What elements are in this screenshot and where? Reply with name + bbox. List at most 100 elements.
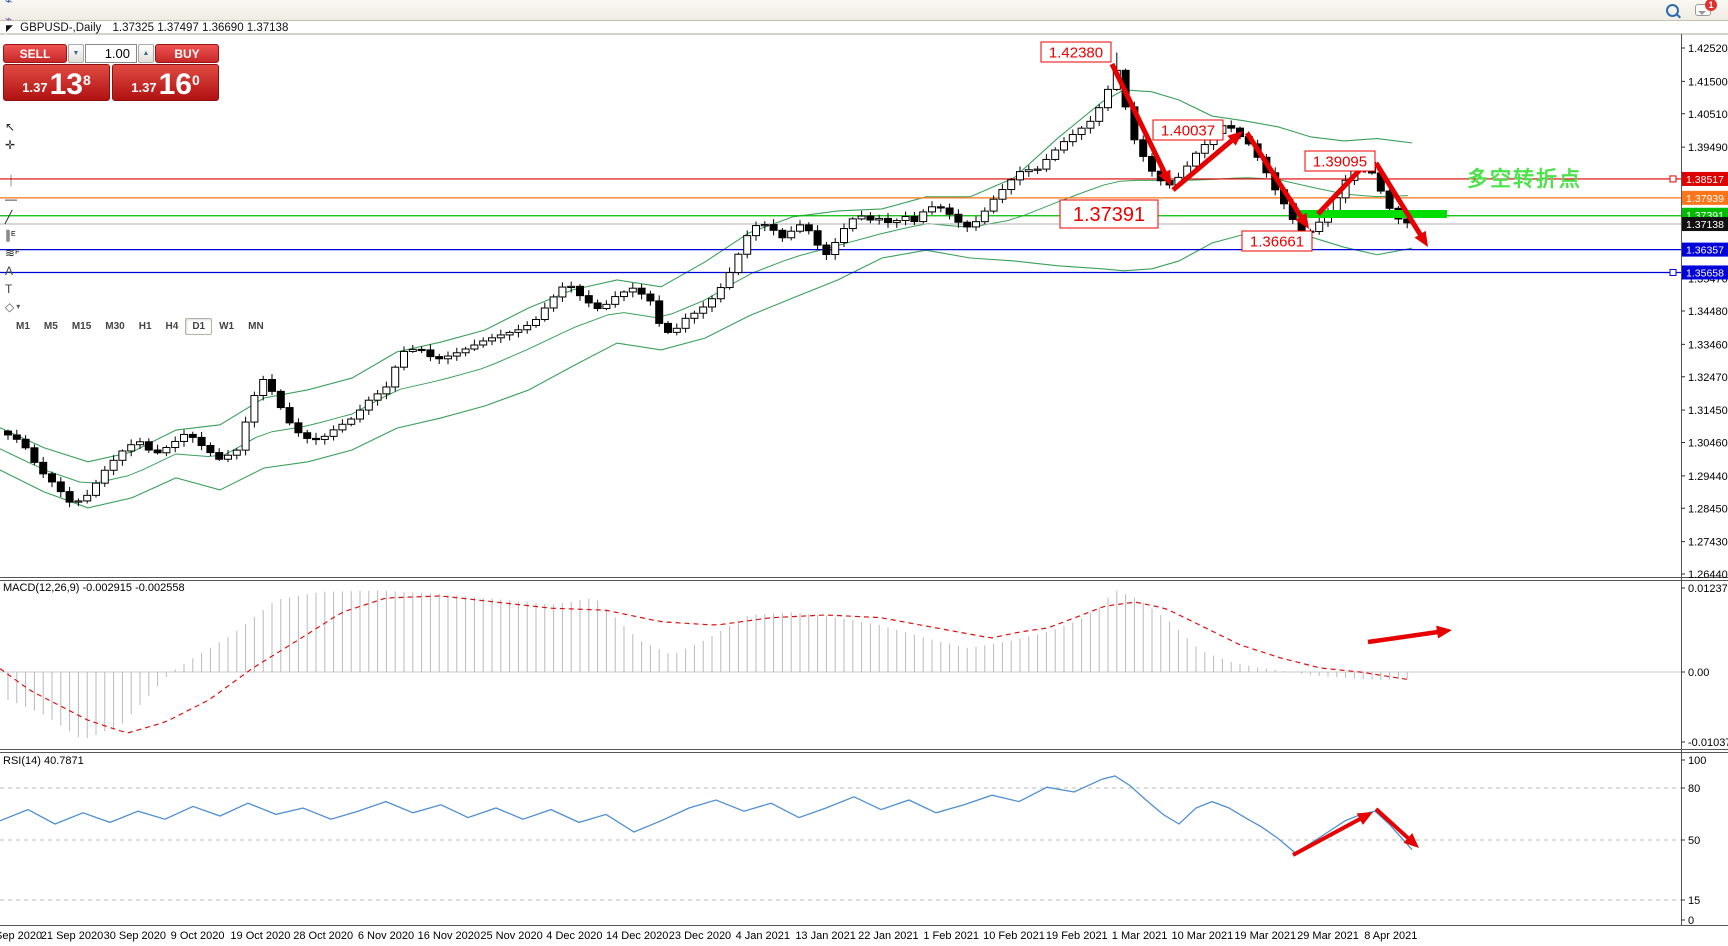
fibonacci-tool-icon[interactable]: ≋ F bbox=[5, 246, 20, 260]
svg-text:10 Mar 2021: 10 Mar 2021 bbox=[1172, 930, 1234, 942]
channel-tool-icon[interactable]: ∥ E bbox=[5, 228, 16, 242]
volume-input[interactable]: 1.00 bbox=[85, 44, 137, 63]
rsi-panel bbox=[0, 775, 1681, 901]
svg-text:1.28450: 1.28450 bbox=[1688, 503, 1728, 515]
volume-decrease-button[interactable]: ▼ bbox=[68, 44, 84, 63]
svg-text:1.26440: 1.26440 bbox=[1688, 569, 1728, 581]
macd-label: MACD(12,26,9) -0.002915 -0.002558 bbox=[3, 582, 185, 594]
text-tool-icon[interactable]: A bbox=[5, 264, 14, 278]
vline-tool-icon[interactable]: ｜ bbox=[5, 174, 18, 188]
svg-text:1.42380: 1.42380 bbox=[1049, 44, 1103, 61]
sell-price-small: 1.37 bbox=[22, 80, 48, 95]
chart-title: ◤ GBPUSD-,Daily 1.37325 1.37497 1.36690 … bbox=[6, 22, 288, 34]
svg-text:8 Apr 2021: 8 Apr 2021 bbox=[1364, 930, 1417, 942]
svg-text:RSI(14) 40.7871: RSI(14) 40.7871 bbox=[3, 755, 84, 767]
svg-text:1.30460: 1.30460 bbox=[1688, 438, 1728, 450]
cursor-icon[interactable]: ↖ bbox=[5, 120, 16, 134]
one-click-trading-panel: SELL ▼ 1.00 ▲ BUY 1.37 13 8 1.37 16 0 bbox=[3, 44, 219, 101]
svg-text:1.36661: 1.36661 bbox=[1250, 233, 1304, 250]
svg-text:4 Dec 2020: 4 Dec 2020 bbox=[546, 930, 602, 942]
timeframe-m30[interactable]: M30 bbox=[105, 321, 125, 332]
trend-arrows[interactable] bbox=[1109, 62, 1428, 247]
rsi-arrows[interactable] bbox=[1292, 807, 1419, 857]
main-toolbar: ◧◷▤新订单◆☁◉●自动交易☰◫∿+-▦⌁⌁✚▾◔▾▧▾↖✛｜—╱∥E≋FAT◇… bbox=[0, 0, 1728, 335]
macd-panel bbox=[0, 590, 1681, 739]
svg-text:1.35658: 1.35658 bbox=[1686, 267, 1724, 279]
support-level-bar[interactable] bbox=[1297, 210, 1447, 218]
svg-text:22 Jan 2021: 22 Jan 2021 bbox=[858, 930, 919, 942]
symbol-period-label: GBPUSD-,Daily bbox=[20, 22, 102, 34]
svg-text:28 Oct 2020: 28 Oct 2020 bbox=[293, 930, 353, 942]
svg-text:1.36357: 1.36357 bbox=[1686, 245, 1724, 257]
ohlc-values: 1.37325 1.37497 1.36690 1.37138 bbox=[112, 22, 289, 34]
timeframe-mn[interactable]: MN bbox=[248, 321, 264, 332]
sell-button[interactable]: SELL bbox=[3, 44, 67, 63]
svg-text:-0.010374: -0.010374 bbox=[1688, 737, 1728, 749]
svg-text:1 Mar 2021: 1 Mar 2021 bbox=[1112, 930, 1168, 942]
sell-price-big: 13 bbox=[49, 68, 83, 101]
indicator-window-icon[interactable]: ⌁ bbox=[5, 12, 13, 26]
svg-text:23 Dec 2020: 23 Dec 2020 bbox=[669, 930, 731, 942]
sell-price-sup: 8 bbox=[82, 72, 91, 88]
svg-text:1.29440: 1.29440 bbox=[1688, 471, 1728, 483]
timeframe-d1[interactable]: D1 bbox=[185, 318, 213, 335]
svg-text:1.31450: 1.31450 bbox=[1688, 405, 1728, 417]
shapes-tool-icon[interactable]: ◇ ▾ bbox=[5, 300, 21, 314]
svg-text:1 Sep 2020: 1 Sep 2020 bbox=[0, 930, 42, 942]
buy-price-button[interactable]: 1.37 16 0 bbox=[112, 64, 219, 101]
svg-text:25 Nov 2020: 25 Nov 2020 bbox=[480, 930, 542, 942]
svg-text:1.42520: 1.42520 bbox=[1688, 43, 1728, 55]
timeframe-m1[interactable]: M1 bbox=[16, 321, 30, 332]
svg-text:1.34480: 1.34480 bbox=[1688, 306, 1728, 318]
svg-text:1.32470: 1.32470 bbox=[1688, 372, 1728, 384]
svg-text:0.00: 0.00 bbox=[1688, 667, 1709, 679]
svg-text:1.39490: 1.39490 bbox=[1688, 142, 1728, 154]
svg-text:1.41500: 1.41500 bbox=[1688, 76, 1728, 88]
svg-text:1.37138: 1.37138 bbox=[1686, 219, 1724, 231]
chart-arrow-icon: ◤ bbox=[6, 23, 13, 33]
chat-icon[interactable]: 1 bbox=[1692, 0, 1717, 19]
svg-text:19 Mar 2021: 19 Mar 2021 bbox=[1234, 930, 1296, 942]
timeframe-w1[interactable]: W1 bbox=[219, 321, 235, 332]
label-tool-icon[interactable]: T bbox=[5, 282, 13, 296]
svg-text:4 Jan 2021: 4 Jan 2021 bbox=[736, 930, 790, 942]
volume-increase-button[interactable]: ▲ bbox=[138, 44, 154, 63]
svg-text:0: 0 bbox=[1688, 915, 1694, 927]
search-icon[interactable] bbox=[1663, 1, 1682, 19]
svg-text:19 Feb 2021: 19 Feb 2021 bbox=[1046, 930, 1108, 942]
svg-text:1 Feb 2021: 1 Feb 2021 bbox=[923, 930, 979, 942]
crosshair-icon[interactable]: ✛ bbox=[5, 138, 16, 152]
svg-text:50: 50 bbox=[1688, 835, 1700, 847]
svg-text:1.37391: 1.37391 bbox=[1073, 204, 1145, 226]
svg-text:1.27430: 1.27430 bbox=[1688, 537, 1728, 549]
timeframe-m5[interactable]: M5 bbox=[43, 321, 58, 332]
svg-text:0.012372: 0.012372 bbox=[1688, 583, 1728, 595]
macd-axis: 0.012372 0.00 -0.010374 bbox=[1681, 583, 1728, 749]
svg-text:1.39095: 1.39095 bbox=[1313, 153, 1367, 170]
svg-text:14 Dec 2020: 14 Dec 2020 bbox=[606, 930, 668, 942]
svg-text:15: 15 bbox=[1688, 895, 1700, 907]
svg-text:100: 100 bbox=[1688, 755, 1706, 767]
svg-text:10 Feb 2021: 10 Feb 2021 bbox=[983, 930, 1045, 942]
hline-tool-icon[interactable]: — bbox=[5, 192, 17, 206]
timeframe-m15[interactable]: M15 bbox=[71, 321, 92, 332]
svg-text:21 Sep 2020: 21 Sep 2020 bbox=[41, 930, 103, 942]
trendline-tool-icon[interactable]: ╱ bbox=[5, 210, 13, 224]
timeframe-h4[interactable]: H4 bbox=[165, 321, 179, 332]
sell-price-button[interactable]: 1.37 13 8 bbox=[3, 64, 110, 101]
indicators-icon[interactable]: ⌁ bbox=[5, 0, 13, 8]
svg-text:80: 80 bbox=[1688, 783, 1700, 795]
buy-price-big: 16 bbox=[158, 68, 192, 101]
timeframe-h1[interactable]: H1 bbox=[138, 321, 152, 332]
price-annotations[interactable]: 1.42380 1.40037 1.39095 1.37391 1.36661 bbox=[1040, 41, 1376, 252]
rsi-axis: 100 80 50 15 0 bbox=[1681, 755, 1706, 927]
rsi-label: RSI(14) 40.7871 bbox=[3, 755, 84, 767]
macd-arrow[interactable] bbox=[1367, 625, 1452, 645]
cn-note: 多空转折点 bbox=[1467, 167, 1580, 191]
svg-text:9 Oct 2020: 9 Oct 2020 bbox=[171, 930, 225, 942]
buy-button[interactable]: BUY bbox=[155, 44, 219, 63]
svg-text:1.38517: 1.38517 bbox=[1686, 174, 1724, 186]
